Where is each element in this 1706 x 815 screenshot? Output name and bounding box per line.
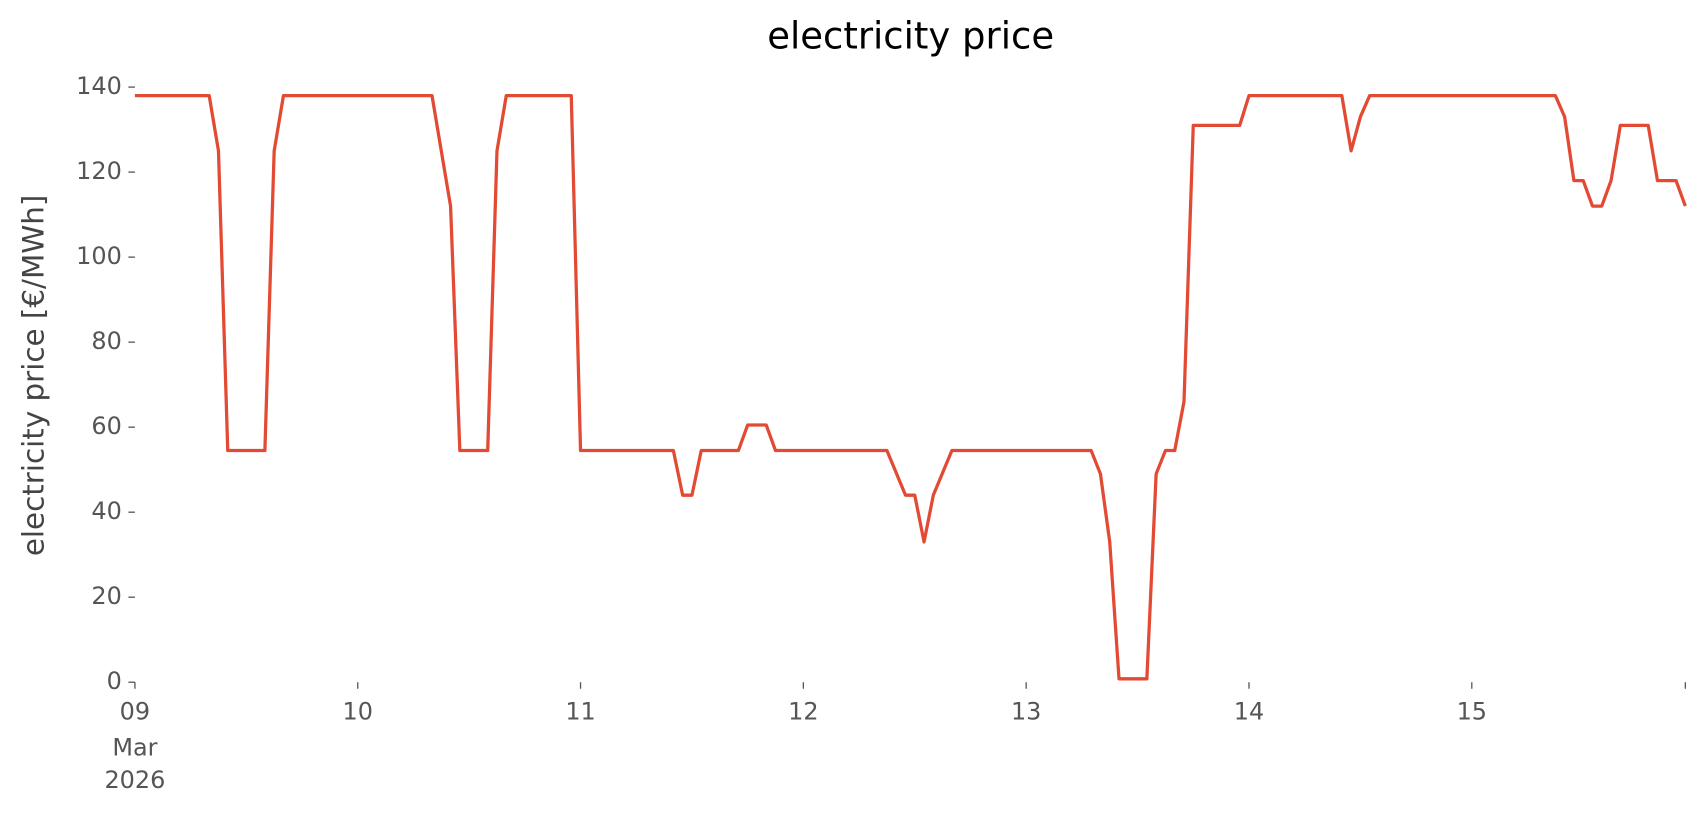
- y-tick-label: 80: [91, 327, 121, 355]
- chart-title: electricity price: [767, 15, 1054, 58]
- y-tick-label: 140: [76, 72, 122, 100]
- y-axis-label: electricity price [€/MWh]: [16, 195, 50, 557]
- x-tick-label: 11: [565, 698, 595, 726]
- y-tick-label: 100: [76, 242, 122, 270]
- x-tick-label: 12: [788, 698, 818, 726]
- x-tick-label: 14: [1234, 698, 1264, 726]
- x-tick-sublabel: 2026: [104, 766, 165, 794]
- x-tick-label: 10: [343, 698, 373, 726]
- y-tick-label: 60: [91, 412, 121, 440]
- x-tick-label: 09: [120, 698, 150, 726]
- x-tick-label: 15: [1457, 698, 1487, 726]
- x-tick-sublabel: Mar: [112, 734, 157, 762]
- y-tick-label: 20: [91, 582, 121, 610]
- y-tick-label: 0: [107, 667, 122, 695]
- line: [134, 93, 1687, 681]
- y-tick-label: 40: [91, 497, 121, 525]
- y-tick-label: 120: [76, 157, 122, 185]
- x-tick-label: 13: [1011, 698, 1041, 726]
